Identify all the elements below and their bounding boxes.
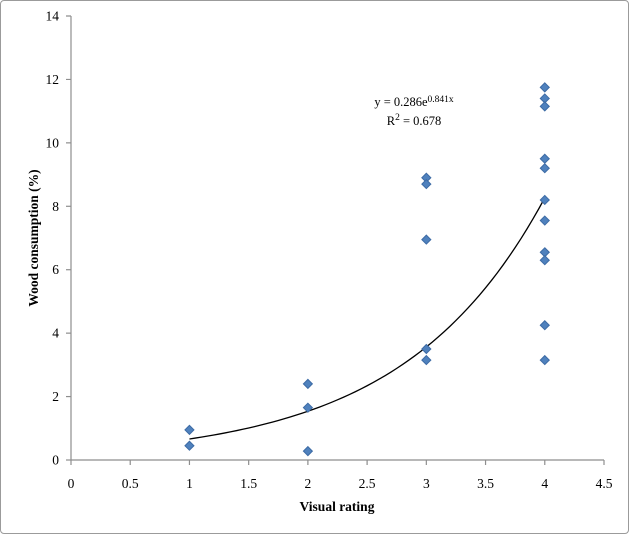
y-tick-label: 2 <box>52 389 59 404</box>
trendline <box>189 197 546 440</box>
r-squared-sup: 2 <box>395 113 400 123</box>
equation-line: y = 0.286e0.841x <box>374 94 453 113</box>
x-axis-title: Visual rating <box>299 499 375 514</box>
x-tick-label: 4.5 <box>596 476 613 491</box>
data-point <box>184 424 195 436</box>
y-tick-label: 6 <box>52 262 59 277</box>
x-tick-label: 0 <box>68 476 75 491</box>
data-point <box>421 343 432 355</box>
data-point <box>539 215 550 226</box>
data-point <box>421 178 432 190</box>
data-point <box>539 101 550 112</box>
y-tick-label: 4 <box>52 326 59 341</box>
x-tick-label: 2 <box>305 476 312 491</box>
equation-text: y = 0.286e <box>374 95 428 109</box>
axes-lines <box>70 16 604 461</box>
x-tick-label: 1 <box>186 476 193 491</box>
y-tick-label: 8 <box>52 199 59 214</box>
y-tick-label: 10 <box>46 135 60 150</box>
x-tick-label: 2.5 <box>359 476 376 491</box>
data-point <box>539 254 550 266</box>
data-point <box>184 440 195 451</box>
trendline-equation: y = 0.286e0.841x R2 = 0.678 <box>374 94 453 131</box>
data-point <box>302 445 314 457</box>
data-point <box>539 320 550 331</box>
y-axis-title: Wood consumption (%) <box>26 169 41 307</box>
data-point <box>421 234 432 245</box>
data-point <box>302 402 314 413</box>
x-tick-label: 3.5 <box>477 476 494 491</box>
x-tick-label: 4 <box>541 476 548 491</box>
y-tick-label: 12 <box>46 72 60 87</box>
x-tick-label: 0.5 <box>122 476 139 491</box>
data-point <box>539 153 550 164</box>
equation-exponent: 0.841x <box>427 94 454 105</box>
data-point <box>539 354 550 366</box>
r-squared-base: R <box>386 113 396 128</box>
r-squared-line: R2 = 0.678 <box>374 113 453 132</box>
y-tick-label: 14 <box>46 9 60 24</box>
x-tick-label: 1.5 <box>240 476 257 491</box>
data-point <box>302 378 314 390</box>
x-tick-label: 3 <box>423 476 430 491</box>
y-tick-label: 0 <box>52 453 59 468</box>
data-point <box>539 163 550 174</box>
data-point <box>421 354 432 366</box>
data-point <box>539 194 550 206</box>
data-point <box>539 82 550 93</box>
r-squared-value: = 0.678 <box>399 113 442 128</box>
